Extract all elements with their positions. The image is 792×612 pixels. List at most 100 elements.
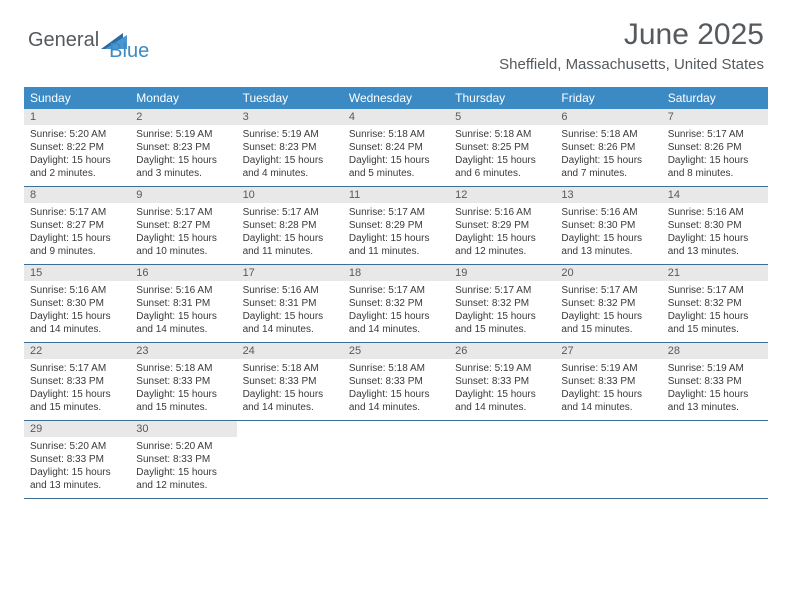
- day-cell: 5Sunrise: 5:18 AMSunset: 8:25 PMDaylight…: [449, 109, 555, 186]
- logo-text-general: General: [28, 29, 99, 52]
- day-number: 5: [449, 109, 555, 125]
- day-number: 19: [449, 265, 555, 281]
- day-cell: .: [237, 421, 343, 498]
- day-details: Sunrise: 5:20 AMSunset: 8:33 PMDaylight:…: [130, 437, 236, 498]
- day-cell: 1Sunrise: 5:20 AMSunset: 8:22 PMDaylight…: [24, 109, 130, 186]
- day-details: Sunrise: 5:16 AMSunset: 8:31 PMDaylight:…: [130, 281, 236, 342]
- day-header: Sunday: [24, 87, 130, 109]
- logo-text-blue: Blue: [109, 40, 149, 63]
- day-cell: .: [555, 421, 661, 498]
- day-details: Sunrise: 5:16 AMSunset: 8:30 PMDaylight:…: [24, 281, 130, 342]
- day-cell: 10Sunrise: 5:17 AMSunset: 8:28 PMDayligh…: [237, 187, 343, 264]
- day-header: Tuesday: [237, 87, 343, 109]
- day-details: Sunrise: 5:18 AMSunset: 8:26 PMDaylight:…: [555, 125, 661, 186]
- day-number: 27: [555, 343, 661, 359]
- day-details: Sunrise: 5:16 AMSunset: 8:30 PMDaylight:…: [662, 203, 768, 264]
- day-number: 25: [343, 343, 449, 359]
- day-cell: 9Sunrise: 5:17 AMSunset: 8:27 PMDaylight…: [130, 187, 236, 264]
- day-details: Sunrise: 5:19 AMSunset: 8:33 PMDaylight:…: [555, 359, 661, 420]
- day-cell: 23Sunrise: 5:18 AMSunset: 8:33 PMDayligh…: [130, 343, 236, 420]
- day-number: 17: [237, 265, 343, 281]
- day-cell: 14Sunrise: 5:16 AMSunset: 8:30 PMDayligh…: [662, 187, 768, 264]
- day-number: 14: [662, 187, 768, 203]
- day-cell: 6Sunrise: 5:18 AMSunset: 8:26 PMDaylight…: [555, 109, 661, 186]
- day-number: 1: [24, 109, 130, 125]
- day-cell: .: [662, 421, 768, 498]
- day-number: 7: [662, 109, 768, 125]
- day-details: Sunrise: 5:17 AMSunset: 8:27 PMDaylight:…: [130, 203, 236, 264]
- day-cell: 7Sunrise: 5:17 AMSunset: 8:26 PMDaylight…: [662, 109, 768, 186]
- day-details: Sunrise: 5:18 AMSunset: 8:33 PMDaylight:…: [237, 359, 343, 420]
- day-details: Sunrise: 5:17 AMSunset: 8:32 PMDaylight:…: [343, 281, 449, 342]
- day-number: 23: [130, 343, 236, 359]
- day-cell: 16Sunrise: 5:16 AMSunset: 8:31 PMDayligh…: [130, 265, 236, 342]
- day-number: 4: [343, 109, 449, 125]
- day-cell: 4Sunrise: 5:18 AMSunset: 8:24 PMDaylight…: [343, 109, 449, 186]
- week-row: 22Sunrise: 5:17 AMSunset: 8:33 PMDayligh…: [24, 343, 768, 421]
- day-number: 16: [130, 265, 236, 281]
- day-details: Sunrise: 5:16 AMSunset: 8:30 PMDaylight:…: [555, 203, 661, 264]
- title-block: June 2025 Sheffield, Massachusetts, Unit…: [499, 18, 764, 73]
- location-subtitle: Sheffield, Massachusetts, United States: [499, 56, 764, 73]
- day-number: 6: [555, 109, 661, 125]
- day-cell: 11Sunrise: 5:17 AMSunset: 8:29 PMDayligh…: [343, 187, 449, 264]
- day-cell: 18Sunrise: 5:17 AMSunset: 8:32 PMDayligh…: [343, 265, 449, 342]
- day-number: 20: [555, 265, 661, 281]
- day-cell: 24Sunrise: 5:18 AMSunset: 8:33 PMDayligh…: [237, 343, 343, 420]
- page-title: June 2025: [499, 18, 764, 52]
- day-cell: 20Sunrise: 5:17 AMSunset: 8:32 PMDayligh…: [555, 265, 661, 342]
- day-details: Sunrise: 5:17 AMSunset: 8:29 PMDaylight:…: [343, 203, 449, 264]
- day-number: 30: [130, 421, 236, 437]
- day-cell: 30Sunrise: 5:20 AMSunset: 8:33 PMDayligh…: [130, 421, 236, 498]
- day-cell: 12Sunrise: 5:16 AMSunset: 8:29 PMDayligh…: [449, 187, 555, 264]
- day-cell: 13Sunrise: 5:16 AMSunset: 8:30 PMDayligh…: [555, 187, 661, 264]
- day-number: 21: [662, 265, 768, 281]
- day-number: 10: [237, 187, 343, 203]
- day-details: Sunrise: 5:19 AMSunset: 8:23 PMDaylight:…: [237, 125, 343, 186]
- day-cell: 19Sunrise: 5:17 AMSunset: 8:32 PMDayligh…: [449, 265, 555, 342]
- day-details: Sunrise: 5:20 AMSunset: 8:22 PMDaylight:…: [24, 125, 130, 186]
- week-row: 1Sunrise: 5:20 AMSunset: 8:22 PMDaylight…: [24, 109, 768, 187]
- day-details: Sunrise: 5:17 AMSunset: 8:27 PMDaylight:…: [24, 203, 130, 264]
- day-cell: 26Sunrise: 5:19 AMSunset: 8:33 PMDayligh…: [449, 343, 555, 420]
- day-header: Monday: [130, 87, 236, 109]
- day-details: Sunrise: 5:19 AMSunset: 8:23 PMDaylight:…: [130, 125, 236, 186]
- day-details: Sunrise: 5:18 AMSunset: 8:24 PMDaylight:…: [343, 125, 449, 186]
- day-cell: 29Sunrise: 5:20 AMSunset: 8:33 PMDayligh…: [24, 421, 130, 498]
- day-header: Wednesday: [343, 87, 449, 109]
- day-header: Saturday: [662, 87, 768, 109]
- week-row: 15Sunrise: 5:16 AMSunset: 8:30 PMDayligh…: [24, 265, 768, 343]
- day-number: 3: [237, 109, 343, 125]
- day-details: Sunrise: 5:19 AMSunset: 8:33 PMDaylight:…: [662, 359, 768, 420]
- day-number: 9: [130, 187, 236, 203]
- day-details: Sunrise: 5:17 AMSunset: 8:32 PMDaylight:…: [662, 281, 768, 342]
- day-details: Sunrise: 5:17 AMSunset: 8:26 PMDaylight:…: [662, 125, 768, 186]
- day-cell: 25Sunrise: 5:18 AMSunset: 8:33 PMDayligh…: [343, 343, 449, 420]
- day-cell: 8Sunrise: 5:17 AMSunset: 8:27 PMDaylight…: [24, 187, 130, 264]
- day-cell: .: [449, 421, 555, 498]
- day-number: 28: [662, 343, 768, 359]
- day-number: 24: [237, 343, 343, 359]
- day-number: 29: [24, 421, 130, 437]
- day-details: Sunrise: 5:18 AMSunset: 8:33 PMDaylight:…: [343, 359, 449, 420]
- day-details: Sunrise: 5:17 AMSunset: 8:32 PMDaylight:…: [449, 281, 555, 342]
- day-header: Friday: [555, 87, 661, 109]
- day-details: Sunrise: 5:17 AMSunset: 8:33 PMDaylight:…: [24, 359, 130, 420]
- day-number: 15: [24, 265, 130, 281]
- day-cell: 27Sunrise: 5:19 AMSunset: 8:33 PMDayligh…: [555, 343, 661, 420]
- day-cell: 15Sunrise: 5:16 AMSunset: 8:30 PMDayligh…: [24, 265, 130, 342]
- day-cell: 22Sunrise: 5:17 AMSunset: 8:33 PMDayligh…: [24, 343, 130, 420]
- calendar: SundayMondayTuesdayWednesdayThursdayFrid…: [24, 87, 768, 499]
- day-details: Sunrise: 5:19 AMSunset: 8:33 PMDaylight:…: [449, 359, 555, 420]
- day-cell: .: [343, 421, 449, 498]
- week-row: 29Sunrise: 5:20 AMSunset: 8:33 PMDayligh…: [24, 421, 768, 499]
- day-cell: 21Sunrise: 5:17 AMSunset: 8:32 PMDayligh…: [662, 265, 768, 342]
- day-header: Thursday: [449, 87, 555, 109]
- day-number: 13: [555, 187, 661, 203]
- day-number: 12: [449, 187, 555, 203]
- day-cell: 2Sunrise: 5:19 AMSunset: 8:23 PMDaylight…: [130, 109, 236, 186]
- day-number: 11: [343, 187, 449, 203]
- day-details: Sunrise: 5:16 AMSunset: 8:29 PMDaylight:…: [449, 203, 555, 264]
- day-number: 22: [24, 343, 130, 359]
- day-details: Sunrise: 5:20 AMSunset: 8:33 PMDaylight:…: [24, 437, 130, 498]
